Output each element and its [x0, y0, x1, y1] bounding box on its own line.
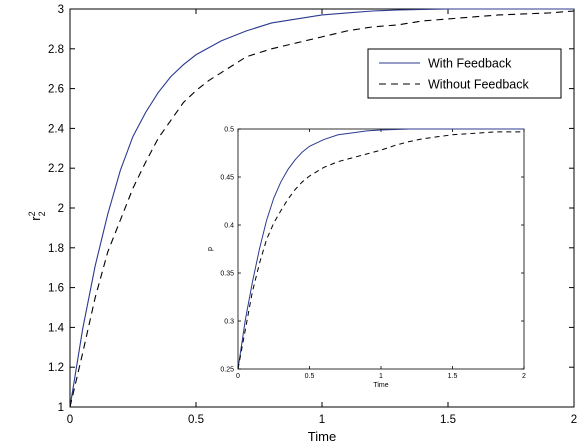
main-y-tick-label: 1.2	[48, 362, 64, 374]
inset-y-tick-label: 0.35	[220, 271, 234, 278]
inset-y-tick-label: 0.25	[220, 367, 234, 374]
inset-plot-area	[237, 128, 525, 370]
main-y-tick-label: 3	[58, 4, 64, 16]
main-x-tick-label: 0.5	[188, 414, 204, 426]
inset-plot: 0 0.5 1 1.5 2 0.25 0.3 0.35 0.4 0.45 0.5 Time p	[207, 127, 526, 390]
inset-series-dashed-line	[237, 131, 524, 370]
inset-y-axis-title: p	[207, 247, 214, 251]
main-y-tick-label: 2.8	[48, 44, 64, 56]
main-y-tick-label: 2.4	[48, 123, 65, 135]
inset-y-tick-label: 0.4	[224, 223, 234, 230]
inset-x-tick-label: 0	[236, 373, 240, 380]
legend-label: With Feedback	[428, 57, 512, 71]
main-y-tick-label: 2.6	[48, 84, 64, 96]
legend: With Feedback Without Feedback	[367, 48, 562, 99]
main-x-tick-label: 2	[571, 414, 577, 426]
main-y-tick-label: 1.6	[48, 283, 64, 295]
inset-x-tick-label: 1	[379, 373, 383, 380]
inset-y-tick-label: 0.5	[224, 127, 234, 134]
legend-box	[367, 48, 562, 99]
inset-x-tick-label: 2	[522, 373, 526, 380]
main-series-solid-line	[69, 8, 574, 408]
main-y-tick-label: 1.4	[48, 322, 65, 334]
main-x-tick-label: 1.5	[440, 414, 456, 426]
inset-y-tick-label: 0.3	[224, 319, 234, 326]
legend-label: Without Feedback	[428, 78, 529, 92]
main-y-tick-label: 2	[58, 203, 64, 215]
inset-x-axis-title: Time	[373, 382, 388, 389]
main-x-axis-title: Time	[308, 429, 336, 444]
main-y-tick-label: 2.2	[48, 163, 64, 175]
inset-x-tick-label: 1.5	[448, 373, 458, 380]
main-y-tick-label: 1.8	[48, 243, 64, 255]
inset-x-tick-label: 0.5	[305, 373, 315, 380]
inset-y-tick-label: 0.45	[220, 175, 234, 182]
main-x-tick-label: 1	[319, 414, 325, 426]
main-y-axis-title: r22	[27, 211, 47, 220]
inset-series-solid-line	[237, 128, 524, 370]
main-y-tick-label: 1	[58, 402, 64, 414]
main-series-dashed-line	[69, 10, 575, 408]
main-x-tick-label: 0	[67, 414, 73, 426]
